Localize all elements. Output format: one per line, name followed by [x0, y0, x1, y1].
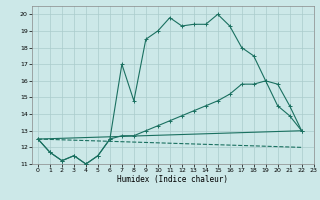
X-axis label: Humidex (Indice chaleur): Humidex (Indice chaleur) [117, 175, 228, 184]
